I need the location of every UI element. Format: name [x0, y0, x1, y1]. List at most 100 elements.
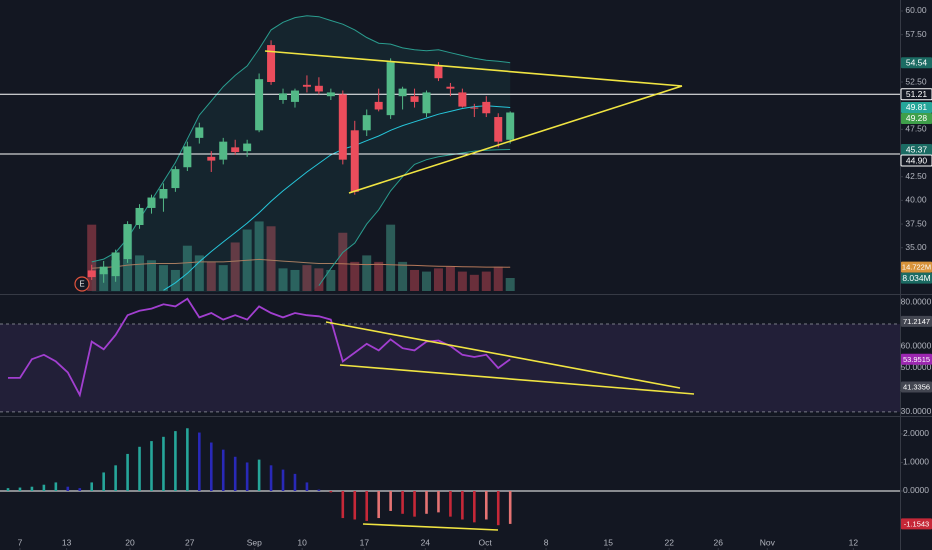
trendline: [264, 50, 683, 87]
price-badge-label: 53.9515: [903, 355, 930, 364]
candle-body: [159, 189, 168, 199]
volume-bar: [87, 224, 97, 291]
candle-body: [87, 270, 96, 278]
earnings-marker: [74, 276, 90, 292]
histogram-bar: [221, 449, 225, 491]
histogram-bar: [353, 490, 357, 520]
price-badge: [901, 353, 932, 365]
volume-bar: [218, 265, 228, 291]
histogram-bar: [78, 488, 82, 491]
candle-body: [290, 90, 299, 102]
histogram-bar: [30, 486, 34, 491]
volume-bar: [266, 226, 276, 291]
candle-body: [195, 127, 204, 138]
volume-bar: [194, 255, 204, 291]
x-tick-label: 10: [297, 537, 307, 547]
price-badge: [900, 154, 932, 167]
candle-body: [482, 101, 491, 114]
x-tick-label: 8: [544, 537, 549, 547]
volume-bar: [422, 271, 432, 291]
histogram-bar: [233, 456, 237, 491]
histogram-bar: [186, 428, 189, 491]
volume-bar: [146, 260, 156, 291]
volume-bar: [338, 232, 348, 291]
y-tick-label: 2.0000: [903, 428, 929, 438]
price-badge-label: 41.3356: [903, 382, 930, 391]
y-tick-label: 42.50: [905, 171, 927, 181]
volume-bar: [374, 261, 384, 291]
trendline: [325, 321, 681, 389]
histogram-bar: [293, 473, 297, 491]
histogram-bar: [90, 482, 94, 491]
price-badge: [901, 101, 932, 113]
x-tick-label: 13: [62, 537, 72, 547]
y-tick-label: 57.50: [905, 29, 927, 39]
candle-body: [338, 94, 347, 160]
candle-body: [219, 141, 228, 160]
price-badge-label: 14.722M: [902, 263, 931, 272]
x-tick-label: Oct: [478, 537, 492, 547]
candle-body: [470, 107, 479, 109]
candle-body: [267, 45, 276, 83]
volume-bar: [158, 265, 168, 291]
histogram-bar: [389, 490, 392, 511]
candle-body: [494, 117, 503, 142]
candle-body: [326, 92, 335, 97]
x-tick-label: 7: [18, 537, 23, 547]
volume-bar: [326, 269, 336, 291]
volume-bar: [278, 268, 288, 291]
candle-body: [147, 197, 156, 208]
histogram-bar: [174, 431, 177, 491]
rsi-band: [0, 324, 900, 412]
candle-body: [302, 84, 311, 87]
x-tick-label: 15: [604, 537, 614, 547]
volume-bar: [469, 274, 479, 291]
trendline: [339, 364, 695, 395]
volume-bar: [433, 268, 443, 291]
candle-body: [434, 65, 443, 79]
histogram-bar: [18, 487, 22, 491]
volume-bar: [290, 269, 300, 291]
candle-body: [135, 207, 144, 225]
histogram-bar: [508, 490, 512, 524]
volume-bar: [182, 245, 192, 291]
candle-body: [111, 252, 120, 277]
histogram-bar: [66, 486, 70, 491]
histogram-bar: [425, 490, 428, 514]
histogram-bar: [473, 490, 476, 523]
x-tick-label: 17: [360, 537, 370, 547]
y-tick-label: 52.50: [905, 76, 927, 86]
volume-bar: [398, 261, 408, 291]
volume-bar: [362, 255, 372, 291]
earnings-label: E: [79, 280, 84, 289]
volume-bar: [230, 242, 240, 291]
x-tick-label: Nov: [760, 537, 776, 547]
histogram-bar: [341, 490, 345, 519]
price-badge: [900, 88, 932, 101]
price-badge: [901, 261, 932, 273]
histogram-bar: [329, 490, 333, 493]
histogram-bar: [209, 442, 213, 491]
candle-body: [255, 79, 264, 131]
x-tick-label: 26: [714, 537, 724, 547]
histogram-bar: [496, 490, 500, 526]
x-tick-label: 27: [185, 537, 195, 547]
candle-body: [99, 266, 108, 275]
volume-bar: [493, 266, 503, 291]
histogram-bar: [138, 446, 141, 491]
y-tick-label: 47.50: [905, 124, 927, 134]
candle-body: [243, 143, 252, 152]
histogram-bar: [401, 490, 404, 514]
candle-body: [362, 115, 371, 131]
candle-body: [183, 146, 192, 168]
candle-body: [279, 93, 288, 100]
price-badge: [901, 272, 932, 284]
price-badge-label: 54.54: [906, 57, 928, 67]
candle-body: [458, 92, 467, 107]
y-tick-label: 35.00: [905, 242, 927, 252]
candle-body: [446, 86, 455, 89]
macd-panel: [0, 428, 900, 526]
histogram-bar: [162, 436, 165, 491]
trendlines: [264, 50, 695, 531]
candle-body: [398, 88, 407, 97]
